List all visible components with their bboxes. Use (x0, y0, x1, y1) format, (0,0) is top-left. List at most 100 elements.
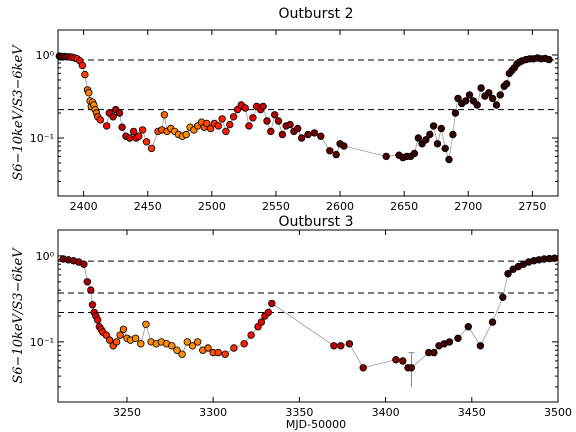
data-point (116, 331, 124, 339)
data-point (206, 124, 215, 133)
x-tick-label: 3300 (199, 406, 227, 419)
data-point (182, 130, 190, 139)
x-tick-label: 3350 (285, 406, 313, 419)
data-point (422, 136, 430, 144)
data-point (545, 55, 553, 64)
data-point (88, 301, 97, 309)
data-point (173, 346, 181, 354)
data-point (245, 122, 253, 130)
data-point (193, 338, 202, 346)
data-point (268, 299, 276, 308)
data-point (267, 127, 275, 136)
data-point (278, 130, 287, 139)
data-point (326, 147, 334, 155)
data-point (332, 150, 340, 159)
data-point (414, 134, 422, 142)
data-point (129, 127, 138, 136)
data-point (345, 340, 354, 348)
data-point (102, 122, 111, 130)
data-point (465, 91, 474, 99)
x-axis-label: MJD-50000 (286, 418, 346, 431)
data-point (473, 101, 481, 109)
data-point (214, 348, 222, 357)
data-point (168, 342, 176, 350)
data-point (426, 130, 434, 139)
y-tick-label: 10⁰ (36, 49, 55, 62)
data-point (93, 316, 102, 324)
data-point (310, 129, 319, 137)
data-point (429, 122, 438, 130)
data-point (96, 116, 104, 124)
data-point (340, 142, 348, 150)
data-point (445, 155, 453, 164)
panel1-plot: 2400 2450 2500 2550 2600 2650 2700 2750 10⁰ 10⁻¹ S… (11, 29, 559, 213)
data-point (451, 109, 460, 117)
data-point (249, 114, 257, 122)
data-point (221, 350, 229, 358)
data-point (226, 120, 234, 129)
data-point (274, 117, 283, 125)
data-point (81, 70, 89, 79)
data-point (218, 115, 226, 123)
plot-frame (57, 229, 559, 403)
data-point (160, 111, 169, 119)
y-tick-label: 10⁻¹ (30, 132, 54, 145)
data-point (142, 138, 151, 146)
x-tick-label: 2700 (454, 200, 482, 213)
data-point (407, 364, 416, 372)
data-point (87, 286, 95, 294)
data-point (294, 124, 302, 133)
data-point (257, 318, 266, 326)
y-tick-label: 10⁻¹ (30, 336, 54, 349)
data-point (297, 134, 306, 142)
data-point (102, 331, 110, 339)
data-point (410, 149, 419, 158)
data-point (115, 109, 124, 117)
data-point (492, 101, 501, 109)
data-point (202, 119, 211, 128)
data-point (83, 278, 91, 286)
data-point (392, 356, 400, 364)
data-point (304, 130, 312, 139)
data-point (464, 323, 472, 331)
data-point (78, 61, 87, 70)
panel1-title: Outburst 2 (278, 6, 353, 22)
data-point (317, 132, 325, 140)
y-axis-label: S6−10keV/S3−6keV (11, 44, 26, 181)
data-point (85, 89, 93, 97)
data-point (109, 113, 117, 121)
series-line (63, 257, 555, 369)
panel2-title: Outburst 3 (278, 214, 353, 230)
data-point (204, 344, 212, 352)
data-point (247, 331, 255, 339)
data-point (178, 350, 186, 358)
plot-frame (57, 29, 559, 197)
x-tick-label: 3450 (458, 406, 486, 419)
data-point (462, 97, 470, 105)
y-axis-label: S6−10keV/S3−6keV (11, 247, 26, 384)
x-tick-label: 3500 (544, 406, 572, 419)
data-point (430, 348, 438, 357)
data-point (496, 91, 504, 99)
data-point (240, 340, 248, 348)
data-point (550, 254, 559, 262)
data-point (499, 293, 507, 301)
data-point (126, 134, 134, 142)
data-point (445, 338, 454, 346)
data-point (504, 270, 512, 278)
x-tick-label: 3400 (372, 406, 400, 419)
x-tick-label: 2500 (198, 200, 226, 213)
data-point (433, 140, 442, 148)
data-point (80, 260, 88, 268)
data-point (488, 94, 497, 103)
data-point (229, 113, 238, 121)
data-point (112, 338, 121, 346)
data-point (142, 320, 150, 328)
data-point (359, 364, 367, 372)
x-tick-label: 2750 (518, 200, 546, 213)
data-point (503, 80, 511, 88)
data-point (263, 117, 271, 125)
data-point (147, 144, 156, 153)
data-point (271, 111, 279, 119)
data-point (230, 344, 238, 352)
